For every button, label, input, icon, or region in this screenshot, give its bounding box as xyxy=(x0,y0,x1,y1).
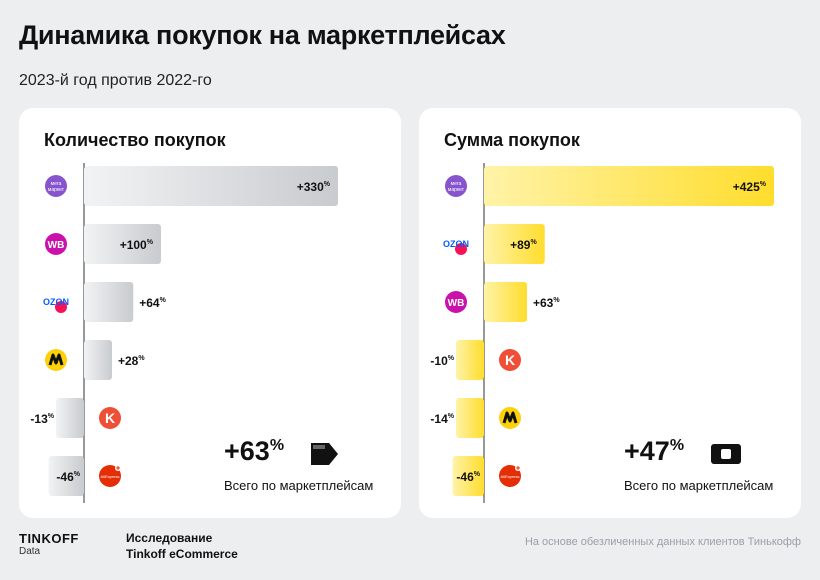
bar xyxy=(84,282,134,322)
svg-text:OZON: OZON xyxy=(443,239,469,249)
value-label: +425% xyxy=(733,180,767,194)
aliexpress-icon: AliExpress xyxy=(499,465,521,487)
value-label: +63% xyxy=(533,296,560,310)
wb-icon: WB xyxy=(45,233,67,255)
value-label: +330% xyxy=(297,180,331,194)
total-value: +63% xyxy=(224,436,285,466)
study-line-2: Tinkoff eCommerce xyxy=(126,547,238,561)
logo-subtitle: Data xyxy=(19,546,41,557)
total-block: +47% Всего по маркетплейсам xyxy=(624,436,773,493)
value-label: -10% xyxy=(430,354,454,368)
purchase-count-card: Количество покупок мега маркет +330% WB +100… xyxy=(19,108,401,518)
bar xyxy=(456,340,484,380)
svg-text:мега: мега xyxy=(451,181,462,187)
svg-text:OZON: OZON xyxy=(43,297,69,307)
percent-sign: % xyxy=(669,437,685,454)
study-label: Исследование Tinkoff eCommerce xyxy=(126,530,238,562)
bar xyxy=(84,166,338,206)
wb-icon: WB xyxy=(445,291,467,313)
bar xyxy=(84,224,161,264)
total-label: Всего по маркетплейсам xyxy=(624,478,774,493)
svg-text:AliExpress: AliExpress xyxy=(501,474,520,479)
value-label: +28% xyxy=(118,354,145,368)
bar xyxy=(484,282,527,322)
page-title: Динамика покупок на маркетплейсах xyxy=(19,20,506,50)
svg-text:маркет: маркет xyxy=(448,187,465,193)
svg-text:мега: мега xyxy=(51,181,62,187)
svg-text:K: K xyxy=(105,410,115,426)
value-label: +100% xyxy=(120,238,154,252)
tinkoff-logo: TINKOFF xyxy=(19,531,79,546)
card-title: Сумма покупок xyxy=(444,130,580,150)
ozon-icon: OZON xyxy=(43,291,69,313)
svg-text:K: K xyxy=(505,352,515,368)
total-label: Всего по маркетплейсам xyxy=(224,478,374,493)
footer-note: На основе обезличенных данных клиентов Т… xyxy=(524,536,801,548)
value-label: -13% xyxy=(30,412,54,426)
wallet-icon xyxy=(711,444,741,464)
svg-text:AliExpress: AliExpress xyxy=(101,474,120,479)
page-subtitle: 2023-й год против 2022-го xyxy=(19,72,212,89)
svg-text:WB: WB xyxy=(48,240,65,251)
yandex-market-icon xyxy=(45,349,67,371)
purchase-sum-card: Сумма покупок мега маркет +425% OZON +89% WB +… xyxy=(419,108,801,518)
study-line-1: Исследование xyxy=(126,531,213,545)
ozon-icon: OZON xyxy=(443,233,469,255)
percent-sign: % xyxy=(269,437,285,454)
yandex-market-icon xyxy=(499,407,521,429)
svg-text:маркет: маркет xyxy=(48,187,65,193)
bar xyxy=(84,340,112,380)
bar xyxy=(48,456,84,496)
total-value: +47% xyxy=(624,436,685,466)
bar xyxy=(484,166,774,206)
svg-text:WB: WB xyxy=(448,298,465,309)
bar xyxy=(56,398,84,438)
value-label: -14% xyxy=(430,412,454,426)
bar xyxy=(452,456,484,496)
bar xyxy=(456,398,484,438)
kazanexpress-icon: K xyxy=(499,349,521,371)
arrow-icon xyxy=(311,443,338,465)
kazanexpress-icon: K xyxy=(99,407,121,429)
bar xyxy=(484,224,545,264)
value-label: +64% xyxy=(139,296,166,310)
aliexpress-icon: AliExpress xyxy=(99,465,121,487)
card-title: Количество покупок xyxy=(44,130,226,150)
total-block: +63% Всего по маркетплейсам xyxy=(224,436,373,493)
